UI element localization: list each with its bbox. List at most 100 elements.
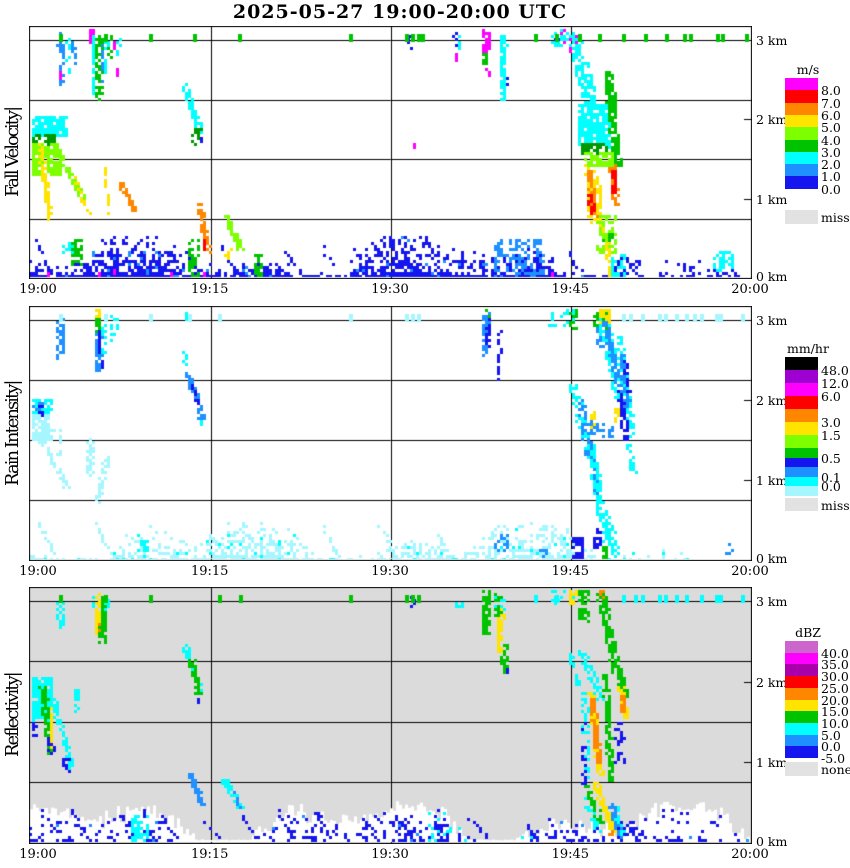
- legend-value: 10.0: [821, 715, 849, 731]
- legend-swatch: [785, 164, 818, 177]
- x-tick-label: 19:30: [371, 282, 409, 297]
- y-tick-label: 2 km: [756, 393, 788, 408]
- legend-title-dBZ: dBZ: [795, 625, 821, 640]
- legend-value: 0.0: [821, 181, 841, 197]
- legend-missing-label: none: [821, 762, 850, 777]
- legend-value: 1.0: [821, 169, 841, 185]
- y-tick-label: 2 km: [756, 674, 788, 690]
- legend-value: 25.0: [821, 680, 849, 696]
- legend-value: 3.0: [821, 144, 841, 160]
- reflectivity-heatmap: [29, 587, 752, 844]
- legend-value: 40.0: [821, 645, 849, 661]
- legend-swatch: [785, 176, 818, 190]
- legend-value: 4.0: [821, 132, 841, 148]
- page-title: 2025-05-27 19:00-20:00 UTC: [232, 1, 568, 23]
- y-tick-label: 3 km: [756, 593, 788, 609]
- legend-value: 0.5: [821, 450, 841, 466]
- legend-value: 5.0: [821, 727, 841, 743]
- legend-missing-label: miss: [821, 497, 850, 513]
- legend-swatch: [785, 90, 818, 104]
- x-tick-label: 20:00: [731, 564, 769, 579]
- legend-swatch: [785, 102, 818, 116]
- legend-title-m-s: m/s: [796, 62, 820, 77]
- x-tick-label: 19:00: [19, 282, 57, 297]
- y-tick-label: 0 km: [756, 269, 788, 284]
- legend-swatch: [785, 422, 818, 436]
- x-tick-label: 19:30: [371, 564, 409, 579]
- legend-value: 6.0: [821, 107, 841, 123]
- legend-swatch: [785, 476, 818, 487]
- y-tick-label: 0 km: [756, 551, 788, 566]
- legend-swatch: [785, 664, 818, 677]
- legend-swatch: [785, 457, 818, 468]
- legend-value: 12.0: [821, 376, 849, 391]
- x-tick-label: 19:45: [551, 564, 590, 579]
- legend-swatch: [785, 396, 818, 410]
- x-tick-label: 19:30: [371, 847, 409, 862]
- legend-value: 35.0: [821, 657, 849, 673]
- legend-missing-label: miss: [821, 210, 850, 225]
- fall-velocity-heatmap: [29, 26, 752, 279]
- x-tick-label: 19:15: [190, 282, 229, 297]
- legend-value: 5.0: [821, 120, 841, 136]
- legend-swatch: [785, 357, 818, 371]
- legend-value: 0.0: [821, 479, 841, 494]
- legend-swatch: [785, 139, 818, 153]
- x-tick-label: 19:15: [190, 847, 229, 862]
- legend-swatch: [785, 699, 818, 712]
- x-tick-label: 19:15: [190, 564, 229, 579]
- legend-swatch: [785, 746, 818, 759]
- panel-ylabel-1: Fall Velocity|: [2, 107, 23, 198]
- legend-swatch: [785, 467, 818, 477]
- y-tick-label: 3 km: [756, 33, 788, 48]
- legend-swatch: [785, 652, 818, 665]
- legend-value: 30.0: [821, 669, 849, 685]
- legend-swatch: [785, 383, 818, 397]
- legend-swatch: [785, 114, 818, 128]
- legend-swatch: [785, 676, 818, 689]
- legend-value: 3.0: [821, 415, 841, 430]
- legend-swatch: [785, 687, 818, 700]
- legend-value: 0.1: [821, 469, 841, 485]
- legend-missing-swatch: [785, 762, 818, 776]
- legend-missing-swatch: [785, 498, 818, 511]
- legend-swatch: [785, 78, 818, 91]
- legend-value: -5.0: [821, 751, 846, 766]
- y-tick-label: 1 km: [756, 755, 788, 771]
- legend-swatch: [785, 151, 818, 165]
- legend-value: 0.0: [821, 739, 841, 755]
- x-tick-label: 19:45: [551, 847, 590, 862]
- legend-swatch: [785, 641, 818, 654]
- panel-ylabel-2: Rain Intensity|: [2, 381, 23, 486]
- legend-value: 2.0: [821, 157, 841, 173]
- y-tick-label: 2 km: [756, 112, 788, 128]
- legend-swatch: [785, 711, 818, 724]
- y-tick-label: 1 km: [756, 473, 788, 488]
- legend-swatch: [785, 435, 818, 449]
- legend-swatch: [785, 486, 818, 496]
- panel-ylabel-3: Reflectivity|: [2, 673, 23, 758]
- legend-swatch: [785, 734, 818, 747]
- x-tick-label: 20:00: [731, 847, 769, 862]
- x-tick-label: 19:00: [19, 564, 57, 579]
- legend-value: 20.0: [821, 692, 849, 708]
- legend-value: 48.0: [821, 363, 849, 378]
- legend-value: 15.0: [821, 704, 849, 720]
- y-tick-label: 1 km: [756, 191, 788, 207]
- legend-value: 6.0: [821, 389, 841, 404]
- legend-swatch: [785, 448, 818, 458]
- y-tick-label: 3 km: [756, 313, 788, 328]
- legend-missing-swatch: [785, 210, 818, 224]
- legend-title-mm-hr: mm/hr: [787, 341, 829, 356]
- legend-swatch: [785, 370, 818, 384]
- legend-swatch: [785, 722, 818, 736]
- x-tick-label: 19:45: [551, 282, 590, 297]
- legend-value: 1.5: [821, 428, 841, 443]
- rain-intensity-heatmap: [29, 306, 752, 561]
- x-tick-label: 20:00: [731, 282, 769, 297]
- legend-value: 7.0: [821, 95, 841, 111]
- legend-swatch: [785, 127, 818, 140]
- y-tick-label: 0 km: [756, 834, 788, 849]
- x-tick-label: 19:00: [19, 847, 57, 862]
